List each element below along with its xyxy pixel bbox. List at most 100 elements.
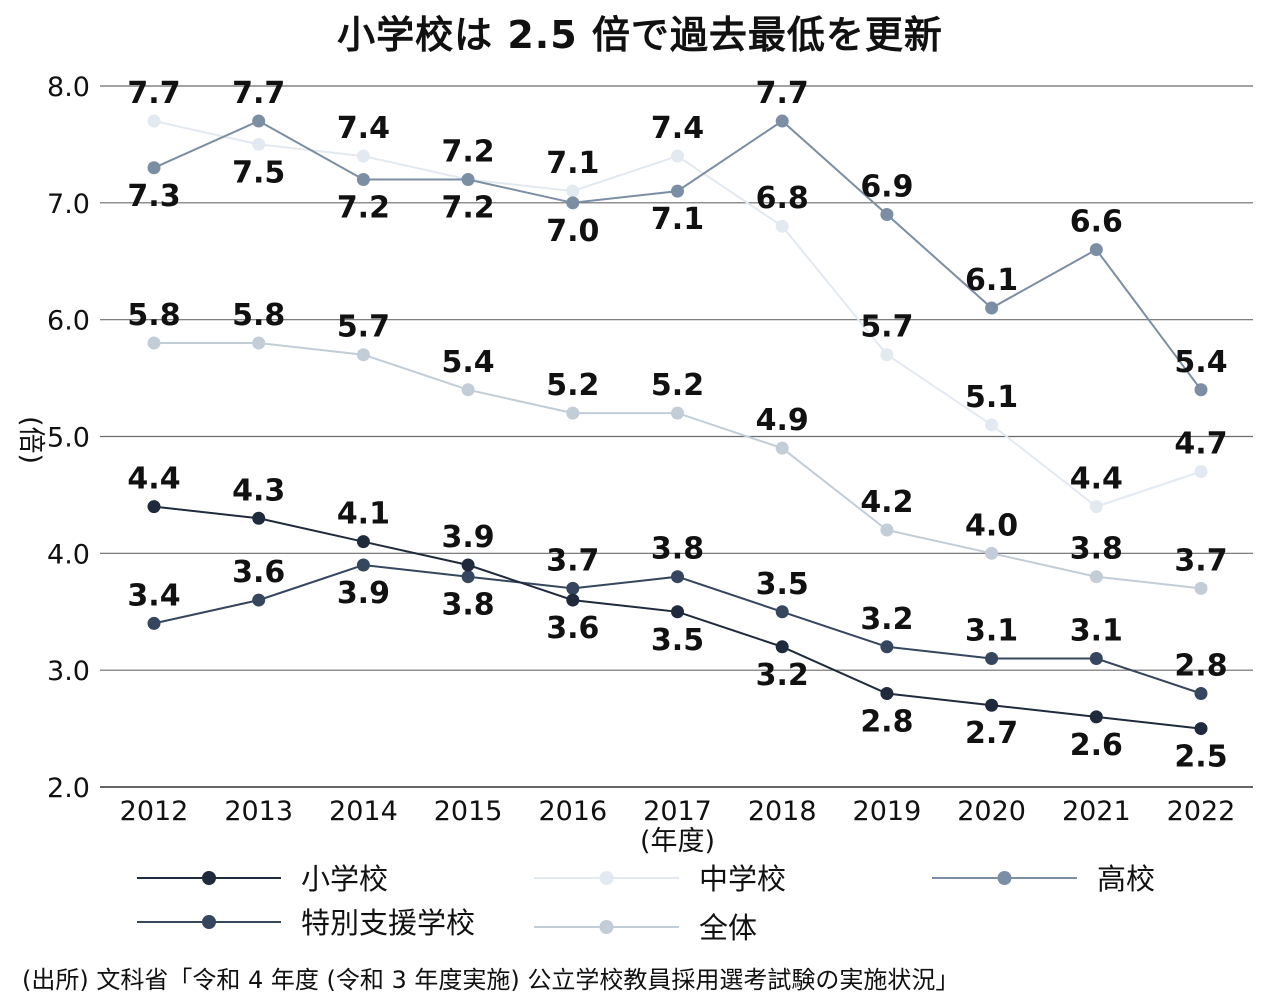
x-tick-label: 2013 [224, 796, 293, 827]
data-point [880, 523, 894, 537]
legend-label: 高校 [1097, 862, 1155, 896]
data-label: 2.8 [1174, 649, 1227, 684]
x-tick-label: 2022 [1167, 796, 1236, 827]
data-point [985, 546, 999, 560]
data-label: 4.3 [232, 473, 285, 508]
data-point [775, 640, 789, 654]
data-point [880, 687, 894, 701]
data-point [880, 640, 894, 654]
data-label: 7.4 [651, 111, 704, 146]
data-label: 5.7 [337, 310, 390, 345]
data-label: 3.6 [546, 611, 599, 646]
legend-item-特別支援学校: 特別支援学校 [137, 906, 475, 940]
data-label: 6.9 [860, 170, 913, 205]
data-label: 3.8 [651, 532, 704, 567]
data-point [252, 593, 266, 607]
x-tick-label: 2019 [853, 796, 922, 827]
data-point [356, 348, 370, 362]
data-point [356, 172, 370, 186]
data-label: 5.4 [442, 345, 495, 380]
x-tick-label: 2015 [434, 796, 503, 827]
data-point [356, 535, 370, 549]
data-point [775, 441, 789, 455]
data-point [775, 114, 789, 128]
series-小学校 [147, 500, 1208, 736]
data-label: 3.2 [756, 658, 809, 693]
grid-lines: 2.0 3.0 4.0 5.0 6.0 7.0 8.0 2012 2013 2014 2015 201… [47, 72, 1253, 827]
legend-marker [202, 915, 216, 929]
data-point [252, 511, 266, 525]
data-point [775, 219, 789, 233]
data-point [252, 137, 266, 151]
data-point [1089, 500, 1103, 514]
legend-item-小学校: 小学校 [137, 862, 388, 896]
data-point [566, 581, 580, 595]
chart-title: 小学校は 2.5 倍で過去最低を更新 [337, 13, 943, 57]
data-point [985, 301, 999, 315]
x-tick-label: 2018 [748, 796, 817, 827]
data-point [461, 558, 475, 572]
data-point [775, 605, 789, 619]
data-point [1194, 687, 1208, 701]
data-point [671, 605, 684, 619]
x-tick-label: 2021 [1062, 796, 1131, 827]
data-label: 3.9 [337, 576, 390, 611]
data-label: 6.1 [965, 263, 1018, 298]
y-tick-label: 8.0 [47, 72, 90, 103]
data-label: 2.6 [1070, 728, 1123, 763]
series-全体 [147, 336, 1208, 595]
data-point [671, 149, 684, 163]
data-label: 7.7 [232, 76, 285, 111]
data-label: 3.1 [965, 613, 1018, 648]
y-tick-label: 7.0 [47, 189, 90, 220]
data-point [1089, 570, 1103, 584]
y-tick-label: 2.0 [47, 773, 90, 804]
data-label: 6.8 [756, 181, 809, 216]
data-point [1089, 243, 1103, 257]
data-label: 7.1 [546, 146, 599, 181]
data-label: 3.7 [1174, 543, 1227, 578]
data-point [1089, 710, 1103, 724]
data-label: 7.2 [442, 190, 495, 225]
data-label: 7.1 [651, 202, 704, 237]
data-point [985, 418, 999, 432]
data-label: 3.8 [442, 588, 495, 623]
data-label: 4.2 [860, 485, 913, 520]
data-label: 7.7 [756, 76, 809, 111]
data-label: 2.7 [965, 716, 1018, 751]
x-axis-title: (年度) [640, 826, 715, 857]
data-point [147, 114, 161, 128]
data-label: 4.1 [337, 497, 390, 532]
y-tick-label: 5.0 [47, 423, 90, 454]
data-label: 3.1 [1070, 613, 1123, 648]
data-label: 5.1 [965, 380, 1018, 415]
data-label: 2.8 [860, 705, 913, 740]
data-point [461, 570, 475, 584]
y-tick-label: 4.0 [47, 539, 90, 570]
data-label: 7.0 [546, 214, 599, 249]
data-point [566, 593, 580, 607]
data-point [252, 114, 266, 128]
data-point [147, 161, 161, 175]
data-point [147, 336, 161, 350]
data-point [1089, 651, 1103, 665]
legend-marker [599, 871, 614, 885]
x-tick-label: 2017 [643, 796, 712, 827]
data-label: 5.8 [232, 298, 285, 333]
data-label: 7.2 [337, 190, 390, 225]
data-label: 5.4 [1174, 345, 1227, 380]
x-tick-label: 2012 [120, 796, 189, 827]
y-axis-title: (倍) [15, 416, 46, 464]
data-point [566, 406, 580, 420]
data-label: 3.4 [127, 578, 180, 613]
data-label: 3.5 [756, 567, 809, 602]
data-point [671, 184, 684, 198]
data-label: 2.5 [1174, 740, 1227, 775]
data-label: 4.0 [965, 508, 1018, 543]
legend-marker [599, 920, 614, 934]
data-label: 3.6 [232, 555, 285, 590]
data-label: 5.8 [127, 298, 180, 333]
data-label: 7.4 [337, 111, 390, 146]
data-point [1194, 722, 1208, 736]
